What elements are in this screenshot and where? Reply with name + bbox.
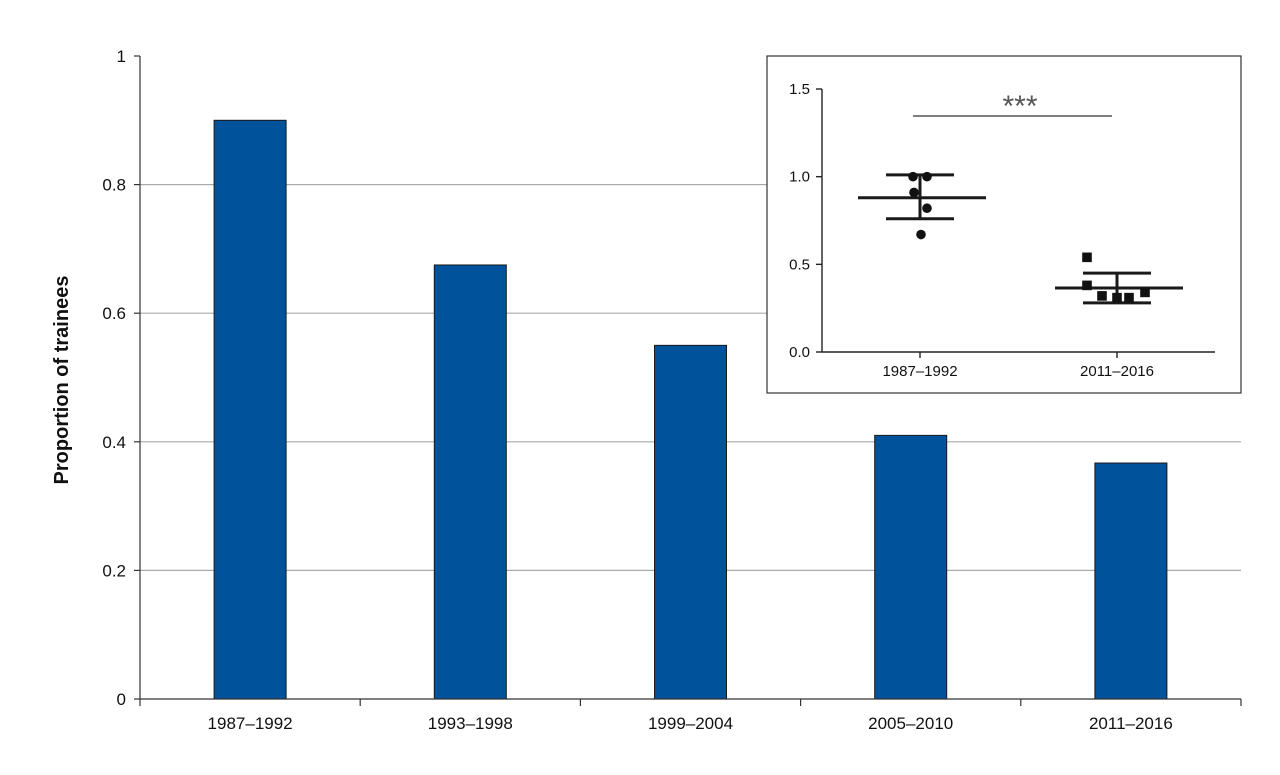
inset-x-tick-label: 2011–2016 xyxy=(1080,363,1154,380)
main-bars xyxy=(213,119,1168,700)
main-x-tick-labels: 1987–1992 1993–1998 1999–2004 2005–2010 2011… xyxy=(208,714,1173,733)
y-tick-label: 1 xyxy=(117,47,126,66)
y-axis-title: Proportion of trainees xyxy=(51,276,73,485)
inset-y-tick-labels: 0.0 0.5 1.0 1.5 xyxy=(789,81,810,361)
inset-point-square xyxy=(1140,287,1150,298)
bar-5 xyxy=(1094,462,1168,700)
inset-frame xyxy=(766,55,1242,394)
y-tick-label: 0.8 xyxy=(102,176,126,195)
x-tick-label: 1987–1992 xyxy=(208,714,293,733)
inset-point-circle xyxy=(909,187,919,198)
inset-y-tick-label: 1.0 xyxy=(789,169,810,186)
inset-mean-sd-bars xyxy=(858,173,1183,305)
inset-points xyxy=(908,171,1150,303)
inset-point-circle xyxy=(922,203,932,214)
x-tick-label: 1993–1998 xyxy=(428,714,513,733)
inset-point-square xyxy=(1112,292,1122,303)
inset-axes xyxy=(816,88,1215,358)
x-tick-label: 2005–2010 xyxy=(868,714,953,733)
bar-3 xyxy=(654,344,727,700)
inset-point-circle xyxy=(922,171,932,182)
inset-x-tick-labels: 1987–1992 2011–2016 xyxy=(882,363,1154,380)
inset-y-tick-label: 0.5 xyxy=(789,256,810,273)
y-tick-label: 0.6 xyxy=(102,304,126,323)
y-tick-label: 0.4 xyxy=(102,433,126,452)
inset-x-tick-label: 1987–1992 xyxy=(882,363,957,380)
y-tick-label: 0 xyxy=(117,690,126,709)
main-axes xyxy=(134,55,1242,706)
inset-point-circle xyxy=(908,171,918,182)
bar-2 xyxy=(433,264,507,700)
bar-4 xyxy=(874,434,948,700)
x-tick-label: 1999–2004 xyxy=(648,714,733,733)
main-y-tick-labels: 0 0.2 0.4 0.6 0.8 1 xyxy=(102,47,126,709)
x-tick-label: 2011–2016 xyxy=(1089,714,1173,733)
inset-point-circle xyxy=(916,229,926,240)
inset-point-square xyxy=(1082,280,1092,291)
inset-point-square xyxy=(1082,252,1092,263)
inset-point-square xyxy=(1124,292,1134,303)
inset-chart: 0.0 0.5 1.0 1.5 1987–1992 2011–2016 *** xyxy=(766,55,1242,394)
significance-label: *** xyxy=(1002,90,1037,123)
inset-y-tick-label: 1.5 xyxy=(789,81,810,98)
y-tick-label: 0.2 xyxy=(102,561,126,580)
bar-1 xyxy=(213,119,287,700)
inset-point-square xyxy=(1097,291,1107,301)
inset-y-tick-label: 0.0 xyxy=(789,344,810,361)
